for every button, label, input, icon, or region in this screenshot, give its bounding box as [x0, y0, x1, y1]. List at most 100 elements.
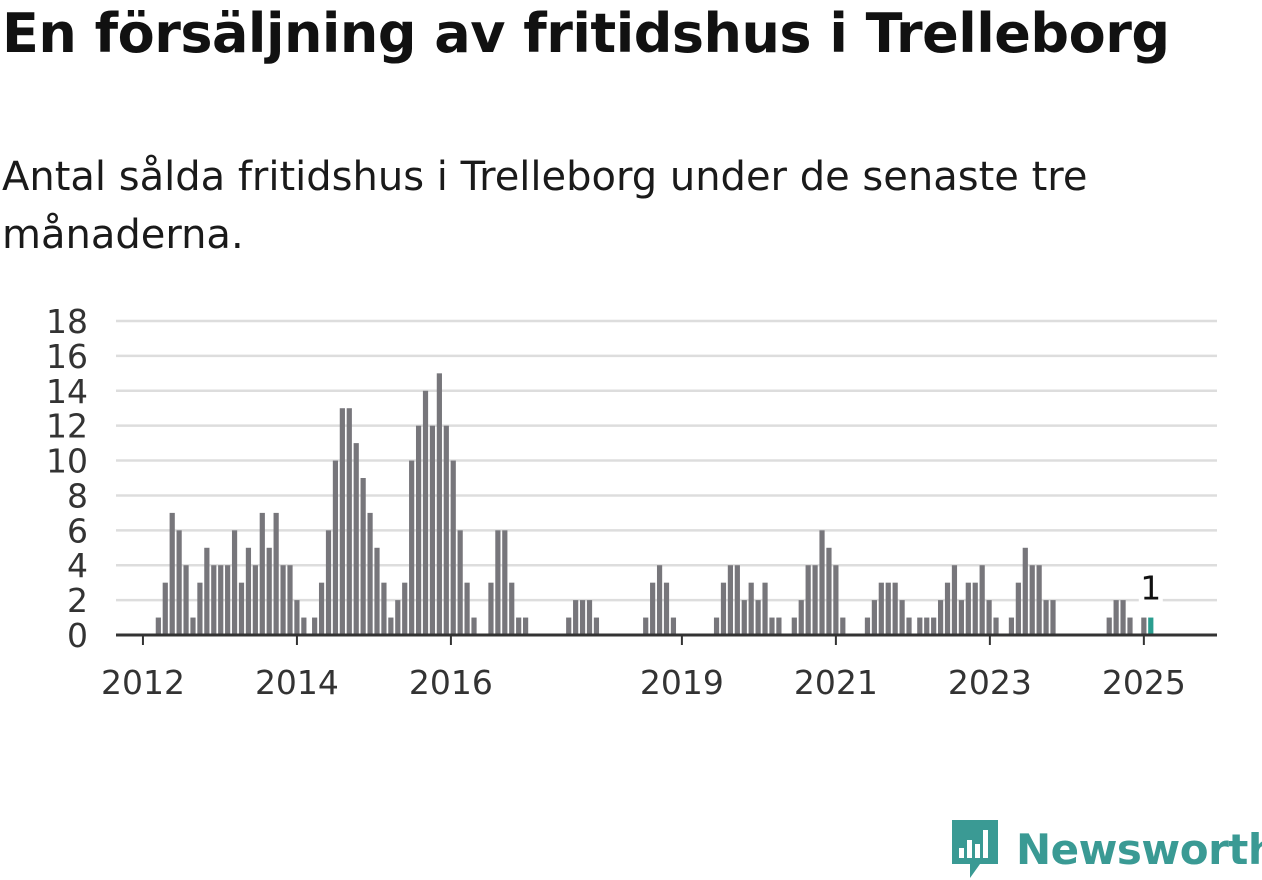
- bar: [415, 425, 422, 635]
- bar: [346, 408, 352, 635]
- bar: [993, 617, 999, 635]
- bar: [318, 582, 325, 635]
- gridlines: [116, 319, 1217, 602]
- y-tick-label: 8: [67, 476, 88, 515]
- y-tick-label: 4: [67, 546, 88, 585]
- bar: [1050, 600, 1056, 635]
- bar: [924, 617, 930, 635]
- bar: [183, 565, 189, 635]
- bar: [395, 600, 401, 635]
- highlight-bar: [1148, 617, 1154, 635]
- bar: [972, 582, 978, 635]
- bar: [892, 582, 898, 635]
- bar: [294, 600, 300, 635]
- bar: [833, 565, 839, 635]
- bar: [1036, 565, 1042, 635]
- bar: [965, 582, 971, 635]
- x-axis-ticks: 2012 2014 2016 2019 2021 2023 2025: [101, 635, 1186, 702]
- bar: [169, 512, 175, 635]
- bar: [670, 617, 677, 635]
- bar: [190, 617, 196, 635]
- bar: [762, 582, 768, 635]
- y-tick-label: 2: [67, 581, 88, 620]
- bar: [566, 617, 572, 635]
- x-tick-label: 2021: [794, 663, 878, 702]
- bar: [878, 582, 884, 635]
- bar: [211, 565, 217, 635]
- bar: [332, 460, 339, 635]
- bar: [958, 600, 964, 635]
- bar: [899, 600, 905, 635]
- bar: [1113, 600, 1119, 635]
- bar: [931, 617, 937, 635]
- bar: [840, 617, 846, 635]
- bar: [516, 617, 522, 635]
- bar: [259, 512, 265, 635]
- y-tick-label: 10: [46, 442, 88, 481]
- bar: [741, 600, 747, 635]
- brand-name: Newsworthy: [1016, 824, 1262, 874]
- bar: [734, 565, 740, 635]
- bar: [720, 582, 727, 635]
- x-tick-label: 2025: [1102, 663, 1186, 702]
- bar: [864, 617, 871, 635]
- bar: [502, 530, 508, 635]
- bar: [826, 547, 832, 635]
- bar: [1043, 600, 1049, 635]
- bar: [509, 582, 515, 635]
- bar: [1120, 600, 1126, 635]
- bar: [443, 425, 449, 635]
- bar: [155, 617, 161, 635]
- x-tick-label: 2019: [640, 663, 724, 702]
- x-tick-label: 2014: [255, 663, 339, 702]
- newsworthy-logo-icon: [952, 820, 998, 878]
- bar: [231, 530, 238, 635]
- bar: [593, 617, 600, 635]
- bar: [573, 600, 579, 635]
- bar: [197, 582, 203, 635]
- bar: [871, 600, 877, 635]
- annotation-background: [1138, 569, 1163, 606]
- bar: [252, 565, 258, 635]
- bar: [951, 565, 958, 635]
- bar: [1127, 617, 1133, 635]
- bar: [1022, 547, 1028, 635]
- bar: [937, 600, 944, 635]
- bar: [579, 600, 586, 635]
- bar: [917, 617, 923, 635]
- bar: [471, 617, 477, 635]
- bar: [1106, 617, 1112, 635]
- y-tick-label: 6: [67, 511, 88, 550]
- bar: [353, 443, 359, 635]
- bar: [464, 582, 470, 635]
- bar: [238, 582, 245, 635]
- bar: [422, 390, 429, 635]
- y-tick-label: 18: [46, 302, 88, 341]
- bar: [381, 582, 387, 635]
- bar: [1029, 565, 1035, 635]
- bar: [1015, 582, 1021, 635]
- bars: [155, 373, 1154, 635]
- bar: [301, 617, 307, 635]
- chart-title: En försäljning av fritidshus i Trellebor…: [2, 2, 1170, 65]
- bar: [280, 565, 286, 635]
- bar: [769, 617, 775, 635]
- bar: [906, 617, 912, 635]
- y-tick-label: 14: [46, 372, 88, 411]
- bar: [713, 617, 720, 635]
- bar: [776, 617, 782, 635]
- bar: [273, 512, 279, 635]
- bar: [586, 600, 593, 635]
- bar: [643, 617, 649, 635]
- bar: [176, 530, 182, 635]
- bar: [367, 512, 373, 635]
- bar: [339, 408, 345, 635]
- bar: [162, 582, 168, 635]
- bar: [755, 600, 761, 635]
- y-tick-label: 12: [46, 407, 88, 446]
- bar: [488, 582, 494, 635]
- y-tick-label: 0: [67, 616, 88, 655]
- bar: [450, 460, 456, 635]
- bar: [388, 617, 394, 635]
